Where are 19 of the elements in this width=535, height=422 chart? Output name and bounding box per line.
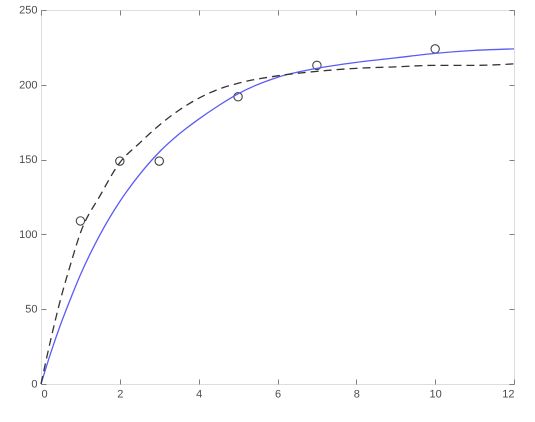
y-tick-label: 50 bbox=[25, 304, 38, 316]
y-tick-label: 150 bbox=[19, 154, 38, 166]
x-tick-label: 12 bbox=[502, 388, 514, 400]
y-tick-label: 0 bbox=[31, 378, 38, 390]
point bbox=[115, 156, 125, 166]
x-tick-label: 8 bbox=[354, 388, 360, 400]
x-tick-label: 2 bbox=[117, 388, 124, 400]
point bbox=[233, 92, 243, 102]
point bbox=[430, 44, 440, 54]
point bbox=[76, 216, 86, 226]
x-tick-label: 0 bbox=[42, 388, 48, 400]
x-tick-label: 6 bbox=[274, 388, 282, 400]
x-tick-label: 10 bbox=[430, 388, 442, 400]
x-tick-label: 4 bbox=[196, 388, 202, 400]
y-tick-label: 200 bbox=[19, 79, 38, 92]
point bbox=[312, 60, 322, 70]
point bbox=[154, 156, 164, 166]
y-tick-label: 100 bbox=[19, 228, 38, 241]
y-tick-label: 250 bbox=[19, 4, 38, 16]
